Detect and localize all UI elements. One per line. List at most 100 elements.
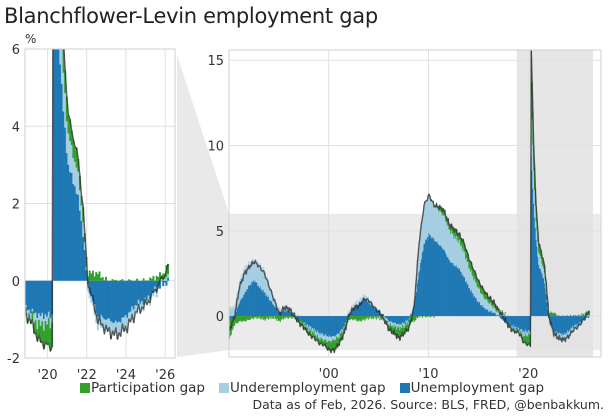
bar-unemployment-gap xyxy=(270,301,272,317)
y-tick-label: 15 xyxy=(207,54,224,69)
bar-unemployment-gap xyxy=(494,313,497,317)
bar-participation-gap xyxy=(416,316,418,319)
bar-underemployment-gap xyxy=(260,268,262,290)
bar-underemployment-gap xyxy=(455,235,458,266)
bar-underemployment-gap xyxy=(436,208,438,242)
legend-item-participation: Participation gap xyxy=(80,380,205,396)
bar-participation-gap xyxy=(415,316,417,321)
bar-underemployment-gap xyxy=(44,314,47,321)
bar-underemployment-gap xyxy=(430,199,432,236)
bar-underemployment-gap xyxy=(98,316,101,326)
bar-unemployment-gap xyxy=(529,316,531,332)
bar-unemployment-gap xyxy=(465,281,467,317)
bar-unemployment-gap xyxy=(249,284,251,317)
bar-underemployment-gap xyxy=(465,257,467,282)
bar-underemployment-gap xyxy=(246,265,248,290)
unit-label: % xyxy=(25,32,36,46)
bar-unemployment-gap xyxy=(484,307,486,317)
bar-unemployment-gap xyxy=(283,310,285,317)
bar-underemployment-gap xyxy=(83,242,86,251)
bar-participation-gap xyxy=(277,316,279,319)
bar-unemployment-gap xyxy=(420,262,422,317)
bar-unemployment-gap xyxy=(391,316,394,323)
bar-underemployment-gap xyxy=(331,337,333,342)
bar-underemployment-gap xyxy=(278,307,280,313)
bar-underemployment-gap xyxy=(155,291,158,298)
bar-participation-gap xyxy=(514,329,517,333)
bar-underemployment-gap xyxy=(239,277,241,301)
bar-participation-gap xyxy=(351,316,353,320)
bar-underemployment-gap xyxy=(404,323,406,328)
bar-underemployment-gap xyxy=(519,330,521,335)
bar-underemployment-gap xyxy=(385,318,387,320)
bar-participation-gap xyxy=(371,316,374,318)
bar-unemployment-gap xyxy=(25,280,27,306)
bar-participation-gap xyxy=(479,285,482,293)
bar-unemployment-gap xyxy=(343,316,345,327)
bar-unemployment-gap xyxy=(449,260,451,317)
plot-inset: -2 0 2 4 6 '20 '22 '24 '26% xyxy=(7,32,176,383)
bar-unemployment-gap xyxy=(266,294,268,317)
bar-unemployment-gap xyxy=(461,275,463,317)
bar-unemployment-gap xyxy=(568,316,571,331)
bar-participation-gap xyxy=(356,316,358,322)
bar-unemployment-gap xyxy=(275,308,277,317)
bar-unemployment-gap xyxy=(519,316,521,331)
bar-unemployment-gap xyxy=(247,288,249,317)
bar-underemployment-gap xyxy=(400,324,402,327)
bar-participation-gap xyxy=(418,316,420,318)
bar-underemployment-gap xyxy=(472,276,474,294)
bar-underemployment-gap xyxy=(355,303,357,307)
bar-unemployment-gap xyxy=(537,256,539,317)
bar-underemployment-gap xyxy=(450,233,452,263)
bar-participation-gap xyxy=(265,316,267,318)
bar-unemployment-gap xyxy=(433,238,435,317)
bar-participation-gap xyxy=(519,330,522,335)
bar-underemployment-gap xyxy=(473,280,475,298)
bar-unemployment-gap xyxy=(64,127,67,281)
bar-unemployment-gap xyxy=(541,273,543,317)
bar-underemployment-gap xyxy=(379,316,381,318)
bar-unemployment-gap xyxy=(457,267,459,317)
bar-underemployment-gap xyxy=(307,324,309,328)
bar-participation-gap xyxy=(511,327,513,330)
bar-participation-gap xyxy=(385,319,387,322)
bar-unemployment-gap xyxy=(471,293,473,317)
bar-underemployment-gap xyxy=(464,252,466,278)
bar-underemployment-gap xyxy=(154,286,157,290)
bar-underemployment-gap xyxy=(524,332,526,337)
bar-underemployment-gap xyxy=(456,241,458,268)
bar-underemployment-gap xyxy=(395,323,397,326)
bar-participation-gap xyxy=(119,280,122,281)
bar-participation-gap xyxy=(478,280,480,289)
bar-unemployment-gap xyxy=(253,281,256,317)
legend-label: Participation gap xyxy=(91,380,205,396)
zoom-band-vertical xyxy=(516,50,594,357)
bar-participation-gap xyxy=(44,320,47,342)
bar-unemployment-gap xyxy=(286,310,288,317)
bar-participation-gap xyxy=(551,312,553,317)
bar-unemployment-gap xyxy=(512,316,514,328)
bar-underemployment-gap xyxy=(327,337,330,342)
bar-unemployment-gap xyxy=(268,296,270,317)
bar-unemployment-gap xyxy=(238,303,241,317)
total-gap-line xyxy=(25,49,169,352)
bar-participation-gap xyxy=(369,316,371,319)
bar-participation-gap xyxy=(323,339,325,346)
bar-participation-gap xyxy=(405,321,407,329)
bar-participation-gap xyxy=(348,316,350,321)
bar-participation-gap xyxy=(579,315,581,317)
bar-participation-gap xyxy=(344,323,346,329)
bar-participation-gap xyxy=(391,325,394,332)
bar-unemployment-gap xyxy=(434,241,436,317)
bar-participation-gap xyxy=(320,337,322,343)
bar-participation-gap xyxy=(438,209,440,213)
bar-unemployment-gap xyxy=(456,267,458,317)
bar-unemployment-gap xyxy=(410,314,412,317)
bar-unemployment-gap xyxy=(47,280,50,312)
bar-participation-gap xyxy=(28,312,31,318)
bar-unemployment-gap xyxy=(300,316,302,321)
bar-participation-gap xyxy=(251,316,253,319)
bar-unemployment-gap xyxy=(408,316,410,319)
